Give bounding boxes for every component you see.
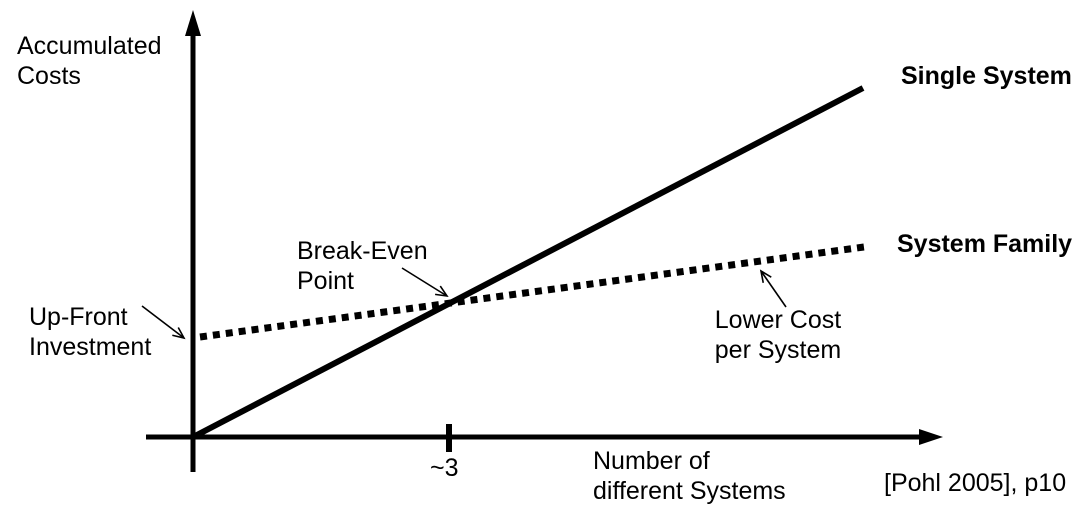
x-axis-label: Number of different Systems bbox=[593, 447, 786, 505]
break-even-arrow-head-icon bbox=[435, 285, 449, 298]
up-front-arrow bbox=[141, 305, 185, 339]
series-label-single-system: Single System bbox=[901, 62, 1072, 90]
up-front-investment-annotation: Up-Front Investment bbox=[29, 303, 152, 361]
up-front-arrow-head-icon bbox=[172, 327, 186, 340]
x-tick-label-break-even: ~3 bbox=[430, 454, 459, 482]
break-even-point-annotation: Break-Even Point bbox=[297, 237, 428, 295]
x-axis-arrowhead-icon bbox=[919, 429, 943, 445]
series-label-system-family: System Family bbox=[897, 230, 1073, 258]
series-line-single-system bbox=[193, 85, 865, 439]
break-even-arrow bbox=[401, 267, 448, 297]
lower-cost-arrow bbox=[760, 270, 787, 308]
lower-cost-arrow-head-icon bbox=[759, 269, 772, 283]
citation: [Pohl 2005], p10 bbox=[884, 469, 1067, 497]
y-axis-label: Accumulated Costs bbox=[17, 32, 162, 90]
lower-cost-per-system-annotation: Lower Cost per System bbox=[714, 306, 842, 364]
y-axis-arrowhead-icon bbox=[185, 10, 201, 36]
